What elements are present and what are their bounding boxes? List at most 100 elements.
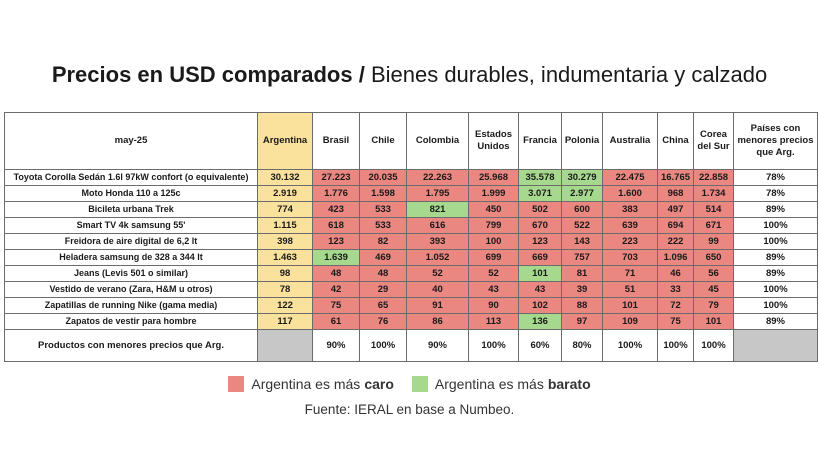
price-cell: 46 xyxy=(657,265,694,282)
price-cell: 86 xyxy=(406,313,469,330)
summary-cell: 90% xyxy=(406,329,469,362)
price-cell: 694 xyxy=(657,217,694,234)
legend-swatch-caro xyxy=(228,376,245,392)
price-cell: 75 xyxy=(312,297,360,314)
share-cell: 89% xyxy=(733,249,818,266)
price-cell: 2.919 xyxy=(257,185,313,202)
column-header: China xyxy=(657,112,694,170)
price-cell: 102 xyxy=(518,297,562,314)
legend-item-caro: Argentina es más caro xyxy=(228,376,394,392)
share-cell: 78% xyxy=(733,185,818,202)
column-header: Chile xyxy=(359,112,407,170)
legend-strong-barato: barato xyxy=(547,376,591,392)
legend-swatch-barato xyxy=(411,376,428,392)
share-cell: 100% xyxy=(733,233,818,250)
price-cell: 1.463 xyxy=(257,249,313,266)
price-cell: 81 xyxy=(561,265,603,282)
column-header: Estados Unidos xyxy=(468,112,519,170)
price-cell: 514 xyxy=(693,201,734,218)
price-cell: 1.776 xyxy=(312,185,360,202)
price-cell: 502 xyxy=(518,201,562,218)
price-cell: 75 xyxy=(657,313,694,330)
column-header: Corea del Sur xyxy=(693,112,734,170)
price-cell: 469 xyxy=(359,249,407,266)
price-cell: 774 xyxy=(257,201,313,218)
table-header-row: may-25 Argentina Brasil Chile Colombia Estad… xyxy=(4,112,818,170)
summary-cell: 100% xyxy=(657,329,694,362)
price-cell: 100 xyxy=(468,233,519,250)
price-cell: 88 xyxy=(561,297,603,314)
price-cell: 223 xyxy=(602,233,658,250)
price-cell: 51 xyxy=(602,281,658,298)
price-cell: 600 xyxy=(561,201,603,218)
price-cell: 48 xyxy=(359,265,407,282)
product-name: Vestido de verano (Zara, H&M u otros) xyxy=(4,281,258,298)
price-cell: 82 xyxy=(359,233,407,250)
price-cell: 1.096 xyxy=(657,249,694,266)
product-name: Moto Honda 110 a 125c xyxy=(4,185,258,202)
price-cell: 72 xyxy=(657,297,694,314)
price-cell: 52 xyxy=(406,265,469,282)
price-cell: 699 xyxy=(468,249,519,266)
price-cell: 90 xyxy=(468,297,519,314)
price-cell: 639 xyxy=(602,217,658,234)
price-cell: 97 xyxy=(561,313,603,330)
summary-cell: 80% xyxy=(561,329,603,362)
legend-item-barato: Argentina es más barato xyxy=(411,376,591,392)
price-cell: 450 xyxy=(468,201,519,218)
table-row: Freidora de aire digital de 6,2 lt 398 123… xyxy=(4,233,818,250)
column-header: Francia xyxy=(518,112,562,170)
product-name: Jeans (Levis 501 o similar) xyxy=(4,265,258,282)
price-cell: 52 xyxy=(468,265,519,282)
table-row: Smart TV 4k samsung 55' 1.115 618 533 616 799… xyxy=(4,217,818,234)
price-cell: 78 xyxy=(257,281,313,298)
table-row: Vestido de verano (Zara, H&M u otros) 78 4… xyxy=(4,281,818,298)
price-cell: 1.734 xyxy=(693,185,734,202)
price-cell: 101 xyxy=(693,313,734,330)
corner-label: may-25 xyxy=(4,112,258,170)
price-cell: 522 xyxy=(561,217,603,234)
product-name: Freidora de aire digital de 6,2 lt xyxy=(4,233,258,250)
price-cell: 61 xyxy=(312,313,360,330)
price-cell: 48 xyxy=(312,265,360,282)
price-cell: 222 xyxy=(657,233,694,250)
price-cell: 533 xyxy=(359,201,407,218)
chart-title: Precios en USD comparados / Bienes durab… xyxy=(0,62,819,88)
price-cell: 109 xyxy=(602,313,658,330)
price-cell: 703 xyxy=(602,249,658,266)
price-cell: 1.795 xyxy=(406,185,469,202)
price-cell: 22.475 xyxy=(602,169,658,186)
price-cell: 143 xyxy=(561,233,603,250)
price-comparison-table: may-25 Argentina Brasil Chile Colombia Estad… xyxy=(4,112,818,362)
price-cell: 45 xyxy=(693,281,734,298)
share-cell: 100% xyxy=(733,297,818,314)
price-cell: 1.999 xyxy=(468,185,519,202)
source-note: Fuente: IERAL en base a Numbeo. xyxy=(304,402,515,417)
price-cell: 1.115 xyxy=(257,217,313,234)
price-cell: 821 xyxy=(406,201,469,218)
price-cell: 671 xyxy=(693,217,734,234)
price-cell: 25.968 xyxy=(468,169,519,186)
price-cell: 799 xyxy=(468,217,519,234)
share-cell: 100% xyxy=(733,217,818,234)
price-cell: 123 xyxy=(518,233,562,250)
price-cell: 393 xyxy=(406,233,469,250)
price-cell: 533 xyxy=(359,217,407,234)
product-name: Zapatillas de running Nike (gama media) xyxy=(4,297,258,314)
price-cell: 1.600 xyxy=(602,185,658,202)
price-cell: 616 xyxy=(406,217,469,234)
chart-title-bold: Precios en USD comparados / xyxy=(51,62,365,87)
price-cell: 423 xyxy=(312,201,360,218)
product-name: Smart TV 4k samsung 55' xyxy=(4,217,258,234)
table-row: Moto Honda 110 a 125c 2.919 1.776 1.598 1.79… xyxy=(4,185,818,202)
price-cell: 39 xyxy=(561,281,603,298)
price-cell: 43 xyxy=(518,281,562,298)
price-cell: 98 xyxy=(257,265,313,282)
price-cell: 650 xyxy=(693,249,734,266)
summary-cell: 100% xyxy=(602,329,658,362)
table-row: Zapatillas de running Nike (gama media) 1… xyxy=(4,297,818,314)
price-cell: 35.578 xyxy=(518,169,562,186)
legend: Argentina es más caro Argentina es más bar… xyxy=(0,376,819,392)
price-cell: 669 xyxy=(518,249,562,266)
price-cell: 136 xyxy=(518,313,562,330)
